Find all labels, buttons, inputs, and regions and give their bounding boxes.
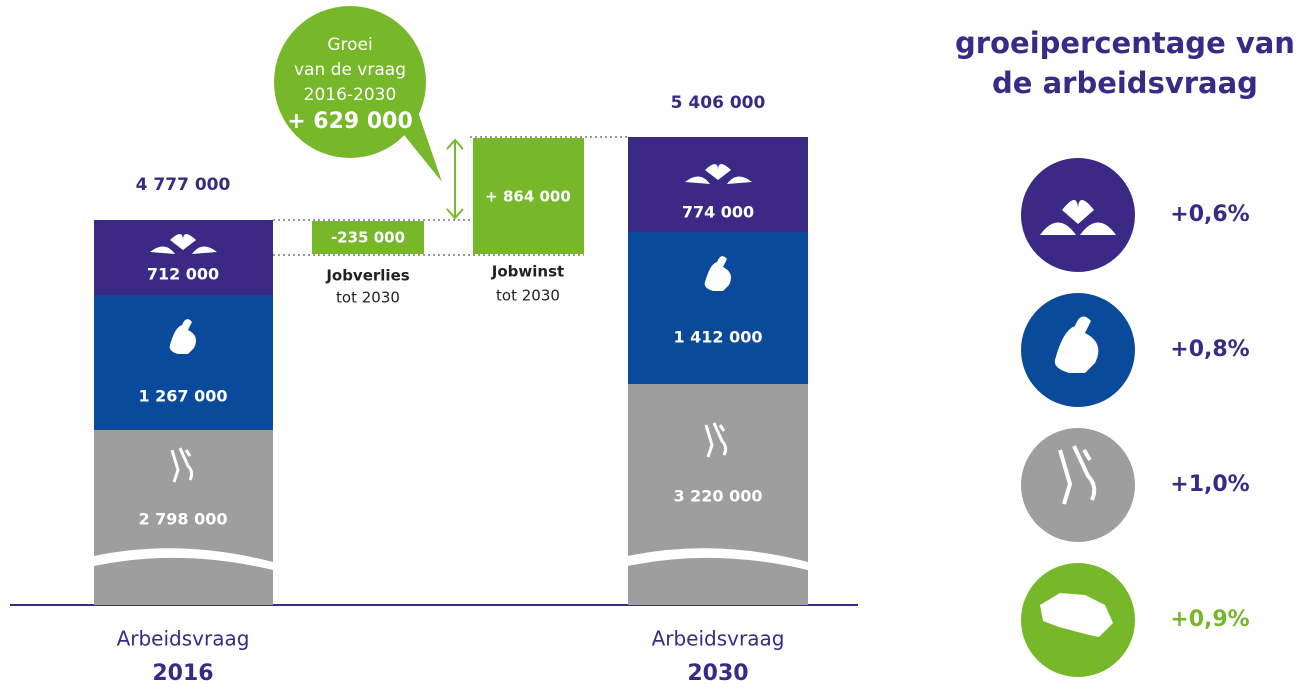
axis-break — [94, 548, 273, 570]
icon — [1054, 316, 1099, 373]
change-label: Jobverlies — [325, 267, 409, 285]
bar-2030 — [628, 137, 808, 605]
loss-bar — [312, 221, 424, 254]
gain-bar — [473, 138, 584, 254]
rate: +0,6% — [1170, 202, 1249, 227]
change-value: -235 000 — [331, 229, 405, 247]
rate: +0,9% — [1170, 607, 1249, 632]
bubble-text: 2016-2030 — [304, 85, 397, 105]
icon — [1040, 200, 1116, 235]
icon — [685, 164, 752, 184]
segment-value: 712 000 — [147, 265, 219, 284]
bubble-text: Groei — [327, 35, 372, 55]
bar-2016 — [94, 220, 273, 605]
segment — [94, 295, 273, 430]
bubble-tail — [400, 112, 442, 182]
change-value: + 864 000 — [485, 188, 571, 206]
icon — [150, 234, 217, 254]
legend-circle — [1021, 428, 1135, 542]
total: 4 777 000 — [136, 175, 231, 195]
arrow — [446, 138, 464, 220]
icon — [704, 256, 731, 291]
change-sub: tot 2030 — [496, 287, 560, 305]
bubble — [274, 6, 426, 158]
rate: +0,8% — [1170, 337, 1249, 362]
bar-label: Arbeidsvraag — [117, 627, 250, 651]
segment-value: 1 412 000 — [673, 328, 762, 347]
total: 5 406 000 — [671, 93, 766, 113]
change-sub: tot 2030 — [336, 289, 400, 307]
legend-title: de arbeidsvraag — [992, 66, 1258, 100]
segment — [94, 220, 273, 295]
bubble-total: + 629 000 — [287, 109, 413, 134]
segment — [628, 232, 808, 384]
axis-break — [628, 548, 808, 570]
segment — [628, 137, 808, 232]
segment-value: 1 267 000 — [138, 387, 227, 406]
segment-value: 2 798 000 — [138, 510, 227, 529]
bar-year: 2030 — [687, 661, 748, 686]
segment-value: 3 220 000 — [673, 487, 762, 506]
segment-value: 774 000 — [682, 203, 754, 222]
bar-label: Arbeidsvraag — [652, 627, 785, 651]
legend-title: groeipercentage van — [955, 26, 1295, 60]
rate: +1,0% — [1170, 472, 1249, 497]
bubble-text: van de vraag — [294, 60, 406, 80]
icon — [170, 447, 194, 483]
bar-year: 2016 — [152, 661, 213, 686]
icon — [704, 422, 728, 458]
segment — [628, 384, 808, 605]
icon — [1040, 593, 1113, 637]
icon — [169, 319, 196, 354]
change-label: Jobwinst — [491, 263, 564, 281]
icon — [1058, 445, 1097, 505]
